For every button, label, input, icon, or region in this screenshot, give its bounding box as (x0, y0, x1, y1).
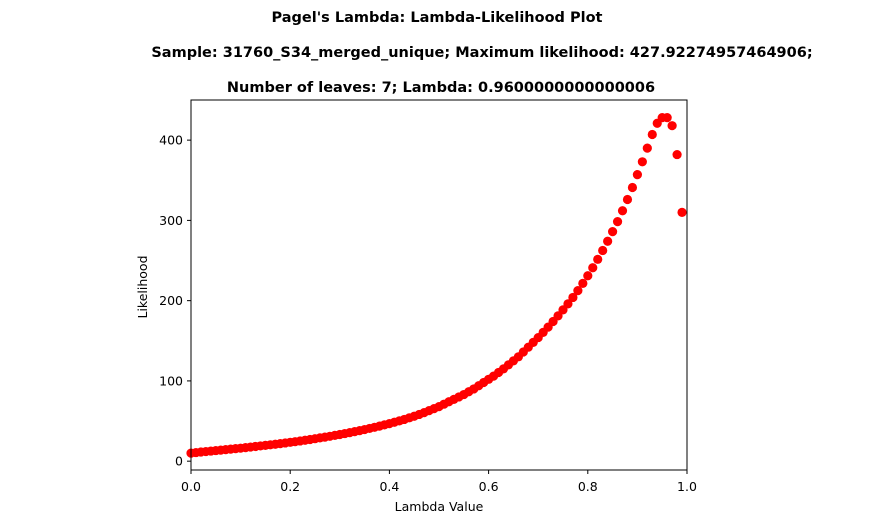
x-axis: 0.0 0.2 0.4 0.6 0.8 1.0 (181, 470, 697, 494)
data-point (637, 157, 647, 167)
x-tick-label: 0.8 (578, 479, 598, 494)
data-point (588, 263, 598, 273)
data-point (642, 143, 652, 153)
data-point (563, 299, 573, 309)
data-point (608, 227, 618, 237)
data-points (186, 113, 687, 458)
data-point (598, 245, 608, 256)
data-point (568, 292, 578, 303)
data-point (672, 149, 682, 160)
data-point (667, 121, 677, 131)
x-tick-label: 0.4 (379, 479, 399, 494)
y-tick-label: 200 (159, 293, 183, 308)
x-tick-label: 0.0 (181, 479, 201, 494)
data-point (573, 286, 583, 296)
data-point (603, 236, 613, 246)
data-point (622, 194, 633, 205)
x-tick-label: 1.0 (677, 479, 697, 494)
data-point (662, 113, 672, 123)
x-axis-label: Lambda Value (395, 499, 484, 514)
data-point (617, 206, 628, 216)
y-tick-label: 400 (159, 133, 183, 148)
x-tick-label: 0.6 (479, 479, 499, 494)
chart-subtitle: Sample: 31760_S34_merged_unique; Maximum… (151, 45, 812, 61)
y-axis-label: Likelihood (135, 255, 150, 318)
y-tick-label: 300 (159, 213, 183, 228)
data-point (578, 278, 588, 288)
y-tick-label: 0 (175, 454, 183, 469)
chart-title: Pagel's Lambda: Lambda-Likelihood Plot (272, 10, 603, 26)
data-point (593, 254, 603, 264)
x-tick-label: 0.2 (280, 479, 300, 494)
y-axis: 0 100 200 300 400 (159, 133, 191, 469)
plot-frame (190, 99, 688, 471)
data-point (627, 182, 638, 193)
data-point (612, 216, 623, 227)
data-point (647, 129, 657, 140)
y-tick-label: 100 (159, 373, 183, 388)
data-point (632, 170, 643, 180)
data-point (583, 271, 593, 281)
data-point (677, 207, 687, 217)
chart-info-line: Number of leaves: 7; Lambda: 0.960000000… (227, 80, 655, 96)
